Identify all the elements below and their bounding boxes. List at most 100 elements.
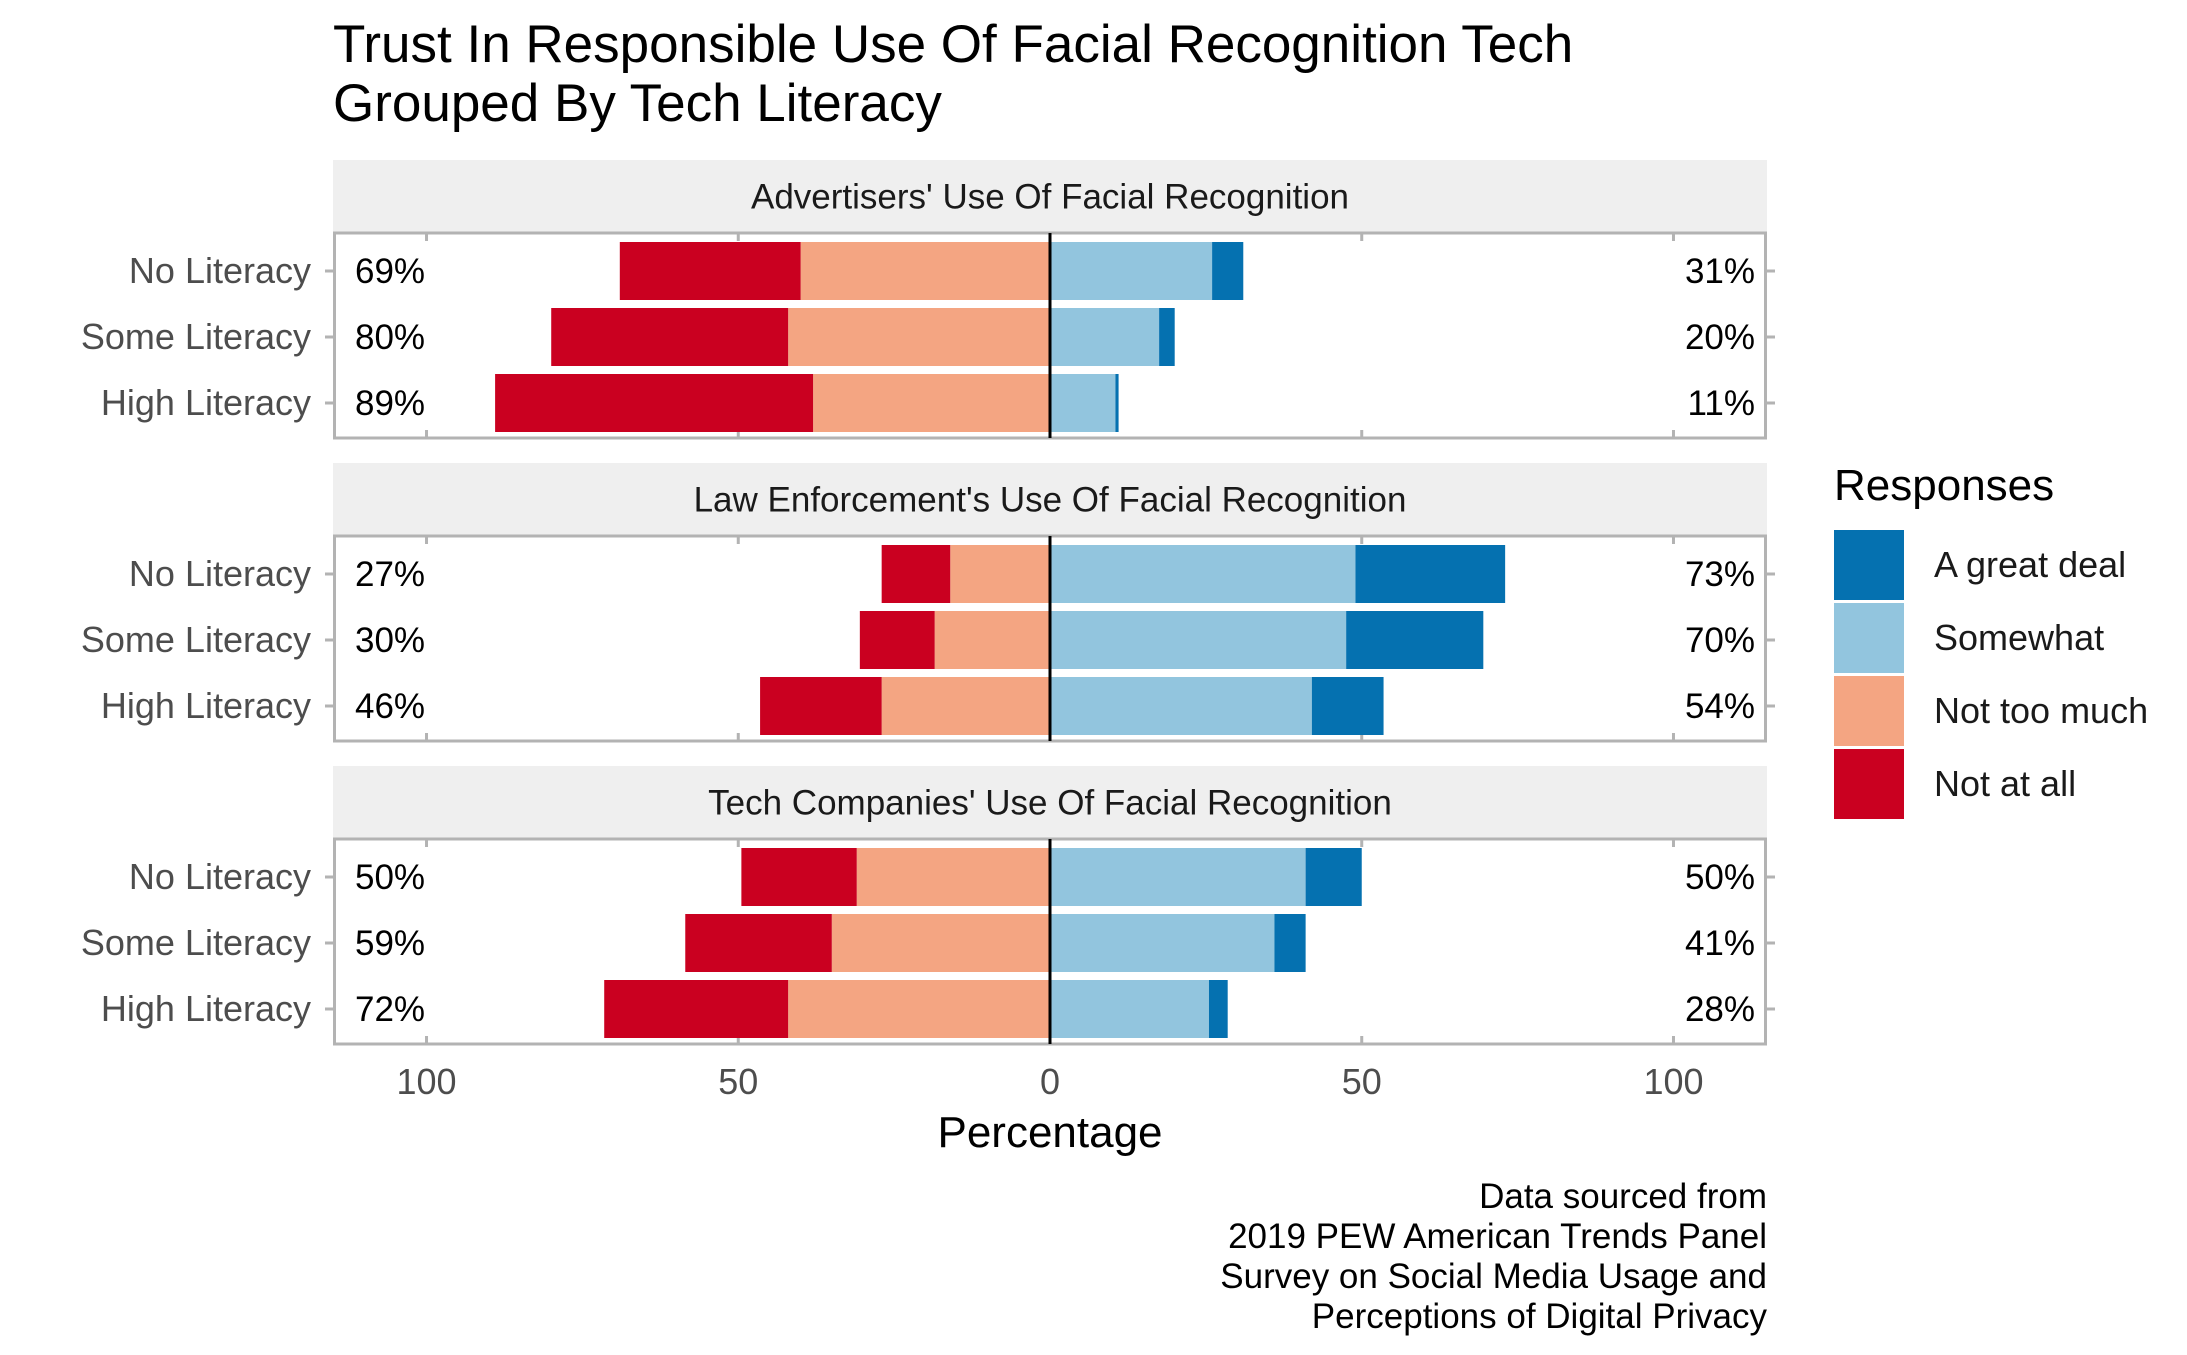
bar-somewhat [1050, 677, 1312, 735]
y-tick-label: Some Literacy [81, 922, 311, 963]
legend-key [1834, 749, 1904, 819]
bar-great-deal [1311, 677, 1384, 735]
caption: Data sourced from 2019 PEW American Tren… [1220, 1177, 1767, 1336]
x-tick-label: 0 [1040, 1061, 1060, 1102]
positive-total-label: 31% [1685, 252, 1755, 291]
chart-title: Trust In Responsible Use Of Facial Recog… [333, 15, 1573, 133]
legend-key [1834, 676, 1904, 746]
bar-not-too-much [856, 848, 1050, 906]
facet-strip-label: Advertisers' Use Of Facial Recognition [751, 178, 1349, 217]
bar-not-at-all [619, 242, 801, 300]
facet-strip-label: Law Enforcement's Use Of Facial Recognit… [694, 481, 1407, 520]
bar-somewhat [1050, 308, 1160, 366]
legend: Responses A great deal Somewhat Not too mu… [1834, 461, 2148, 819]
x-axis: 100 50 0 50 100 [396, 1061, 1703, 1102]
legend-label: Not at all [1934, 763, 2076, 804]
bar-not-at-all [495, 374, 814, 432]
bar-great-deal [1159, 308, 1175, 366]
positive-total-label: 73% [1685, 555, 1755, 594]
legend-label: Not too much [1934, 690, 2148, 731]
y-tick-label: High Literacy [101, 685, 311, 726]
caption-line-1: Data sourced from [1479, 1177, 1767, 1216]
bar-great-deal [1115, 374, 1119, 432]
bar-not-at-all [551, 308, 789, 366]
chart-panels: Advertisers' Use Of Facial Recognition No… [81, 160, 1775, 1046]
positive-total-label: 41% [1685, 924, 1755, 963]
bar-great-deal [1355, 545, 1506, 603]
negative-total-label: 27% [355, 555, 425, 594]
facet-panel: Law Enforcement's Use Of Facial Recognit… [81, 463, 1775, 743]
bar-not-too-much [813, 374, 1050, 432]
bar-great-deal [1274, 914, 1306, 972]
negative-total-label: 50% [355, 858, 425, 897]
facet-strip-label: Tech Companies' Use Of Facial Recognitio… [708, 784, 1392, 823]
x-axis-title: Percentage [937, 1108, 1162, 1157]
bar-somewhat [1050, 611, 1347, 669]
bar-not-at-all [881, 545, 951, 603]
bar-great-deal [1305, 848, 1362, 906]
bar-not-at-all [760, 677, 882, 735]
negative-total-label: 30% [355, 621, 425, 660]
x-tick-label: 100 [396, 1061, 456, 1102]
legend-label: Somewhat [1934, 617, 2104, 658]
x-tick-label: 100 [1643, 1061, 1703, 1102]
negative-total-label: 46% [355, 687, 425, 726]
bar-not-too-much [788, 980, 1050, 1038]
legend-label: A great deal [1934, 544, 2126, 585]
negative-total-label: 80% [355, 318, 425, 357]
legend-key [1834, 530, 1904, 600]
bar-not-too-much [950, 545, 1050, 603]
bar-not-at-all [604, 980, 789, 1038]
bar-not-at-all [859, 611, 935, 669]
x-tick-label: 50 [718, 1061, 758, 1102]
bar-somewhat [1050, 980, 1209, 1038]
y-tick-label: Some Literacy [81, 316, 311, 357]
bar-great-deal [1212, 242, 1244, 300]
bar-somewhat [1050, 242, 1213, 300]
negative-total-label: 89% [355, 384, 425, 423]
bar-not-too-much [881, 677, 1050, 735]
bar-somewhat [1050, 545, 1356, 603]
facet-strip [333, 766, 1767, 839]
facet-strip [333, 160, 1767, 233]
facet-panel: Tech Companies' Use Of Facial Recognitio… [81, 766, 1775, 1046]
positive-total-label: 11% [1688, 384, 1755, 423]
caption-line-2: 2019 PEW American Trends Panel [1228, 1217, 1767, 1256]
bar-not-too-much [800, 242, 1050, 300]
negative-total-label: 59% [355, 924, 425, 963]
negative-total-label: 69% [355, 252, 425, 291]
positive-total-label: 20% [1685, 318, 1755, 357]
chart-title-line-1: Trust In Responsible Use Of Facial Recog… [333, 15, 1573, 74]
y-tick-label: No Literacy [129, 856, 311, 897]
negative-total-label: 72% [355, 990, 425, 1029]
positive-total-label: 70% [1685, 621, 1755, 660]
y-tick-label: No Literacy [129, 553, 311, 594]
chart-title-line-2: Grouped By Tech Literacy [333, 74, 942, 133]
bar-somewhat [1050, 374, 1116, 432]
legend-key [1834, 603, 1904, 673]
positive-total-label: 28% [1685, 990, 1755, 1029]
positive-total-label: 50% [1685, 858, 1755, 897]
facet-panel: Advertisers' Use Of Facial Recognition No… [81, 160, 1775, 440]
caption-line-3: Survey on Social Media Usage and [1220, 1257, 1767, 1296]
bar-not-too-much [788, 308, 1050, 366]
y-tick-label: High Literacy [101, 382, 311, 423]
y-tick-label: No Literacy [129, 250, 311, 291]
bar-not-at-all [741, 848, 857, 906]
y-tick-label: High Literacy [101, 988, 311, 1029]
bar-not-too-much [934, 611, 1050, 669]
bar-somewhat [1050, 848, 1306, 906]
facet-strip [333, 463, 1767, 536]
legend-title: Responses [1834, 461, 2054, 510]
positive-total-label: 54% [1685, 687, 1755, 726]
y-tick-label: Some Literacy [81, 619, 311, 660]
bar-not-at-all [685, 914, 832, 972]
x-tick-label: 50 [1342, 1061, 1382, 1102]
bar-great-deal [1346, 611, 1484, 669]
bar-great-deal [1208, 980, 1228, 1038]
bar-somewhat [1050, 914, 1275, 972]
bar-not-too-much [831, 914, 1050, 972]
caption-line-4: Perceptions of Digital Privacy [1312, 1297, 1768, 1336]
